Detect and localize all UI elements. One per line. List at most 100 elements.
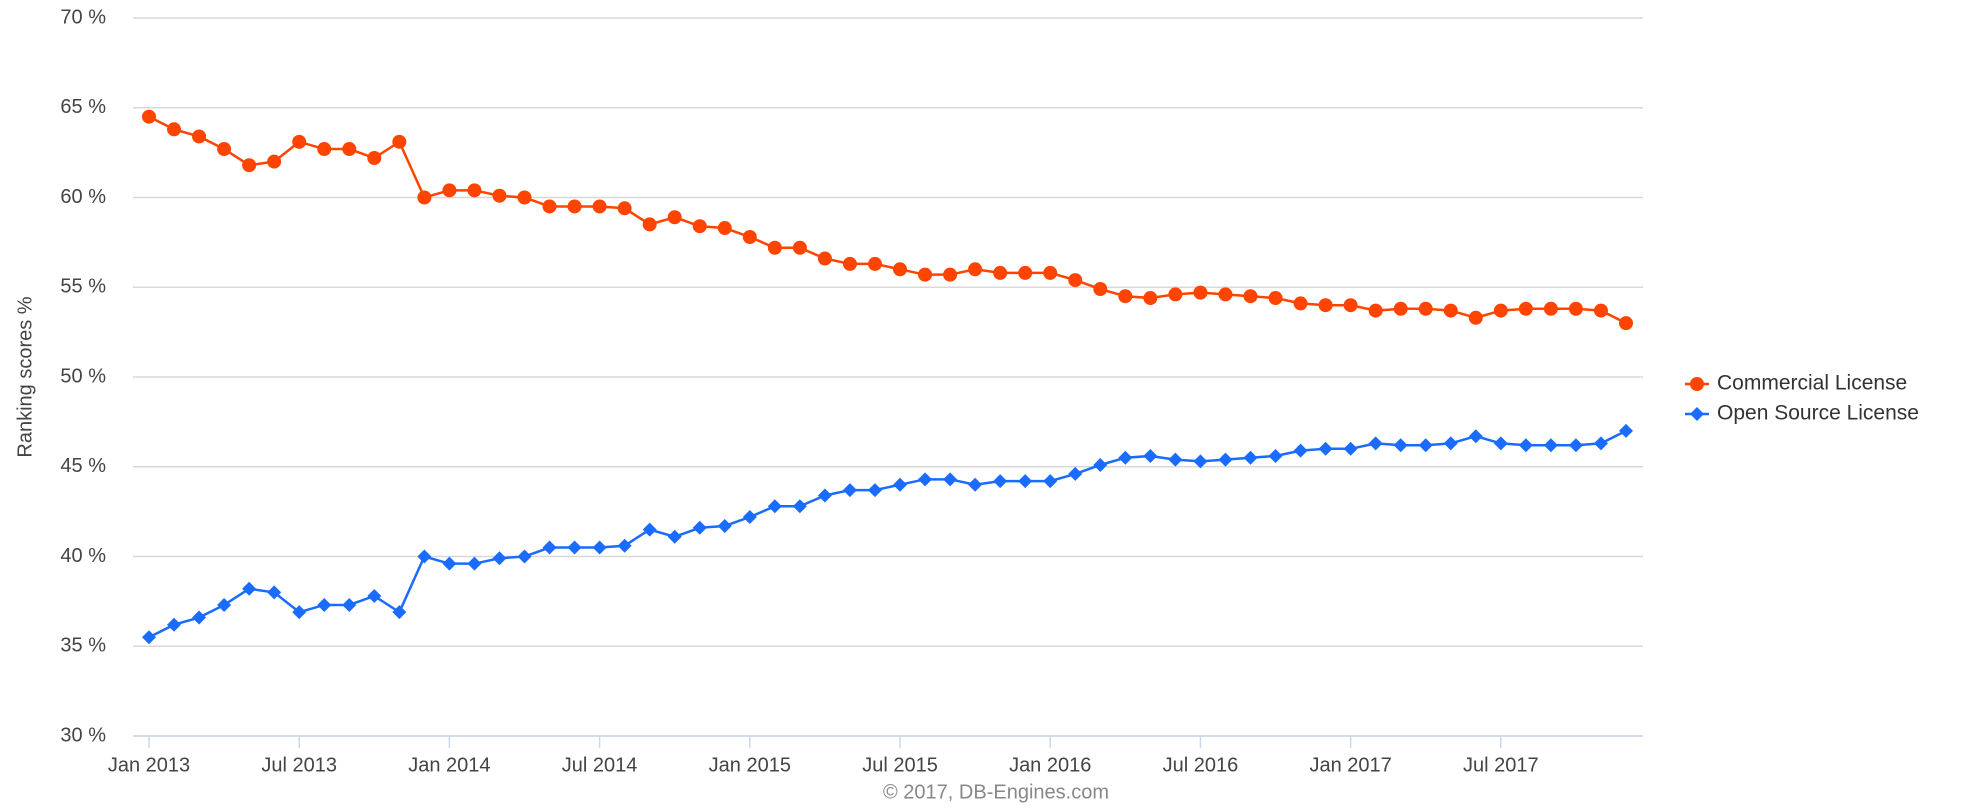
y-tick-label: 65 % (60, 96, 106, 118)
data-point (842, 256, 857, 271)
data-point (1343, 441, 1358, 456)
data-point (1568, 301, 1583, 316)
data-point (918, 267, 933, 282)
data-point (968, 477, 983, 492)
data-point (467, 183, 482, 198)
data-point (1343, 298, 1358, 313)
data-point (918, 472, 933, 487)
data-point (1068, 466, 1083, 481)
data-point (267, 154, 282, 169)
data-point (1093, 457, 1108, 472)
data-point (1118, 450, 1133, 465)
data-point (943, 472, 958, 487)
data-point (442, 556, 457, 571)
data-point (417, 190, 432, 205)
data-point (1268, 448, 1283, 463)
y-tick-label: 30 % (60, 724, 106, 746)
data-point (767, 240, 782, 255)
data-point (1268, 291, 1283, 306)
data-point (517, 190, 532, 205)
data-point (867, 256, 882, 271)
data-point (1568, 438, 1583, 453)
data-point (342, 142, 357, 157)
x-tick-label: Jul 2016 (1163, 754, 1239, 776)
y-axis-title: Ranking scores % (14, 296, 36, 457)
data-point (1218, 452, 1233, 467)
data-point (592, 199, 607, 214)
data-point (993, 265, 1008, 280)
data-point (1168, 287, 1183, 302)
data-point (842, 483, 857, 498)
legend-label: Open Source License (1717, 402, 1919, 425)
data-point (492, 188, 507, 203)
data-point (1493, 436, 1508, 451)
credits: © 2017, DB-Engines.com (883, 781, 1109, 803)
data-point (692, 219, 707, 234)
data-point (192, 129, 207, 144)
data-point (292, 134, 307, 149)
data-point (1118, 289, 1133, 304)
y-tick-label: 35 % (60, 635, 106, 657)
data-point (642, 522, 657, 537)
y-tick-label: 40 % (60, 545, 106, 567)
data-point (242, 158, 257, 173)
data-point (442, 183, 457, 198)
data-point (542, 199, 557, 214)
data-point (392, 605, 407, 620)
x-tick-label: Jan 2015 (709, 754, 791, 776)
data-point (867, 483, 882, 498)
data-point (517, 549, 532, 564)
data-point (1243, 289, 1258, 304)
y-tick-label: 45 % (60, 455, 106, 477)
data-point (968, 262, 983, 277)
data-point (567, 199, 582, 214)
data-point (1468, 429, 1483, 444)
data-point (192, 610, 207, 625)
data-point (217, 142, 232, 157)
data-point (642, 217, 657, 232)
data-point (292, 605, 307, 620)
x-tick-label: Jan 2013 (108, 754, 190, 776)
y-tick-label: 70 % (60, 6, 106, 28)
data-point (1443, 303, 1458, 318)
data-point (217, 597, 232, 612)
x-tick-label: Jul 2017 (1463, 754, 1539, 776)
data-point (1293, 443, 1308, 458)
data-point (1218, 287, 1233, 302)
data-point (742, 229, 757, 244)
data-point (943, 267, 958, 282)
data-point (1393, 301, 1408, 316)
x-tick-label: Jul 2015 (862, 754, 938, 776)
data-point (1543, 438, 1558, 453)
data-point (893, 262, 908, 277)
data-point (742, 510, 757, 525)
data-point (1393, 438, 1408, 453)
data-point (1018, 265, 1033, 280)
data-point (1543, 301, 1558, 316)
data-point (1143, 448, 1158, 463)
data-point (667, 529, 682, 544)
data-point (792, 240, 807, 255)
data-point (1068, 273, 1083, 288)
data-point (767, 499, 782, 514)
data-point (1018, 474, 1033, 489)
data-point (317, 597, 332, 612)
data-point (1368, 436, 1383, 451)
data-point (392, 134, 407, 149)
data-point (617, 538, 632, 553)
data-point (1368, 303, 1383, 318)
legend-marker (1690, 377, 1704, 391)
data-point (1193, 454, 1208, 469)
data-point (692, 520, 707, 535)
data-point (367, 151, 382, 166)
series-line (148, 429, 1627, 639)
data-point (1193, 285, 1208, 300)
y-tick-label: 60 % (60, 186, 106, 208)
data-point (1443, 436, 1458, 451)
data-point (817, 488, 832, 503)
data-point (167, 122, 182, 137)
data-point (267, 585, 282, 600)
data-point (1518, 438, 1533, 453)
data-point (242, 581, 257, 596)
